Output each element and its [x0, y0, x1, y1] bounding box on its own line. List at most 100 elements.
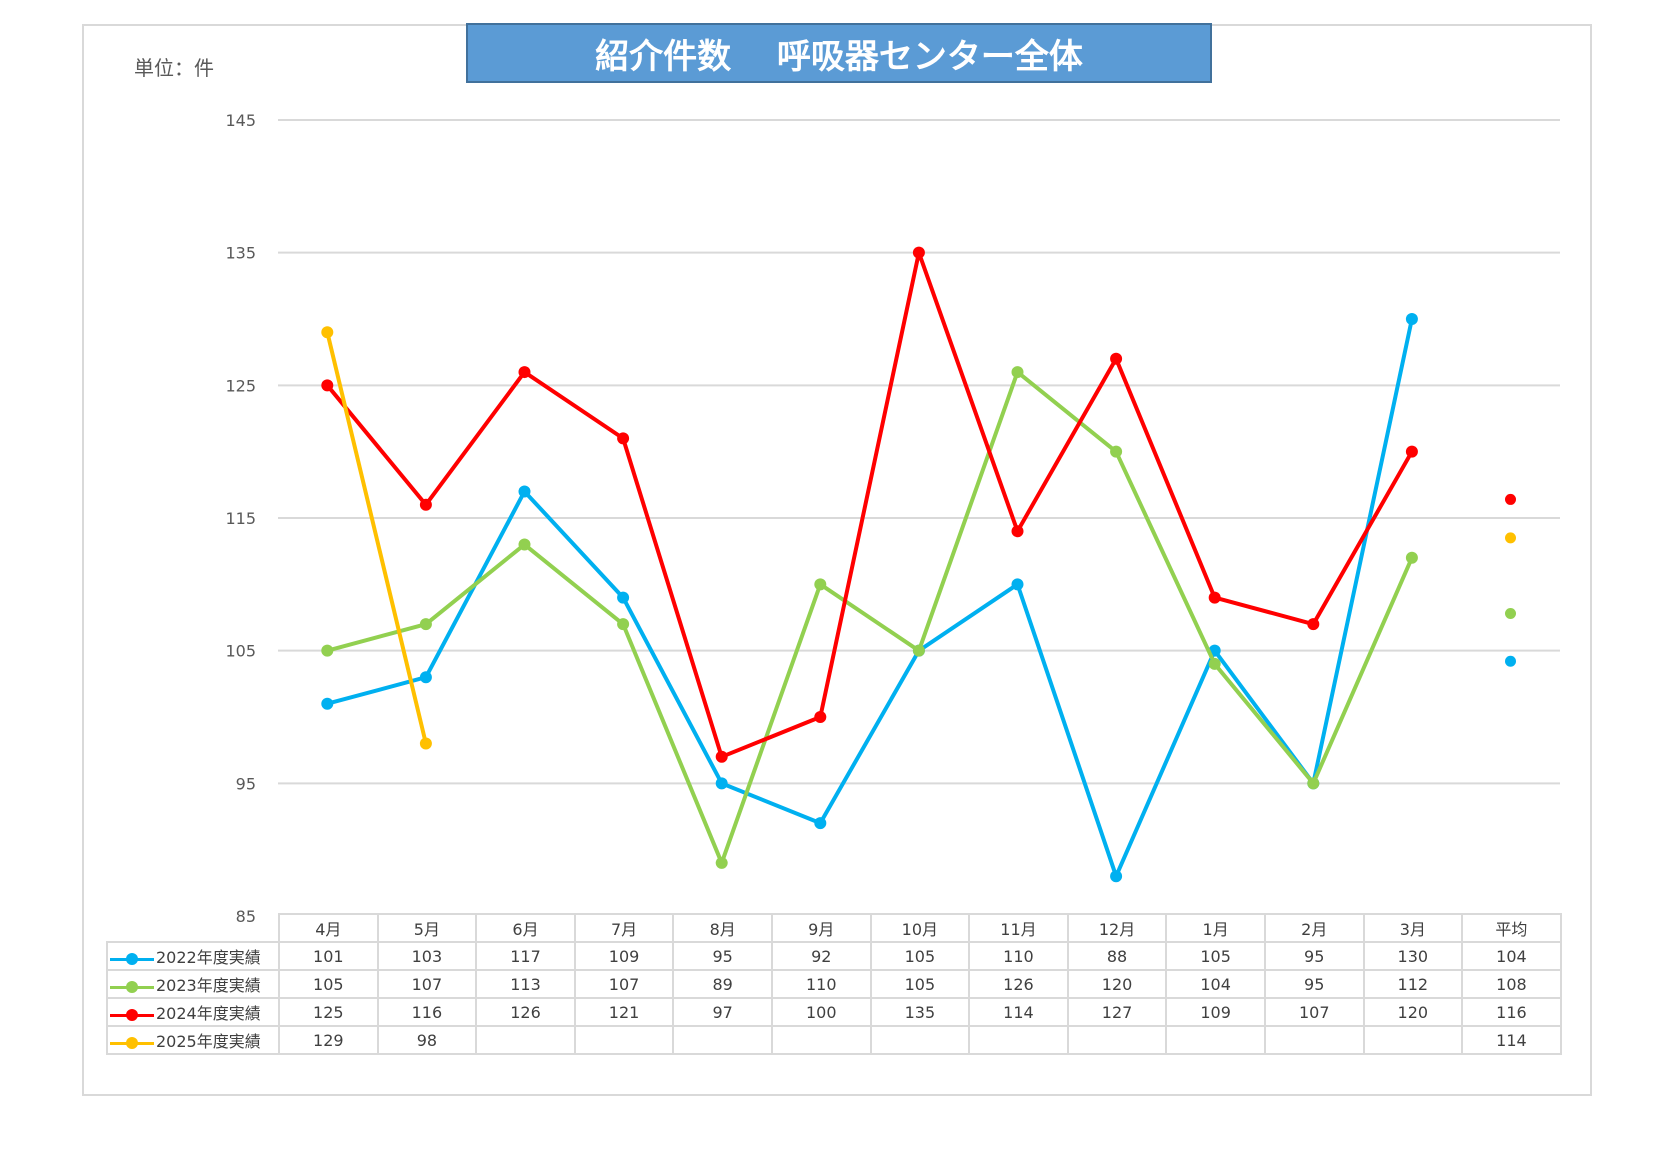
table-cell: 107: [376, 969, 478, 999]
legend-entry: 2025年度実績: [106, 1025, 280, 1055]
table-cell: 104: [1165, 969, 1266, 999]
data-point: [1307, 618, 1320, 631]
data-point: [1110, 870, 1123, 883]
table-cell: [1165, 1025, 1266, 1055]
legend-entry: 2024年度実績: [106, 997, 280, 1027]
table-cell: [573, 1025, 675, 1055]
data-point: [321, 326, 334, 339]
table-cell: [1066, 1025, 1168, 1055]
table-cell: 101: [278, 941, 379, 971]
table-cell: 120: [1066, 969, 1168, 999]
table-cell: 116: [1461, 997, 1562, 1027]
table-cell: 121: [573, 997, 675, 1027]
y-tick-label: 105: [225, 642, 256, 661]
category-label: 11月: [968, 913, 1069, 943]
data-point: [321, 379, 334, 392]
series-line-2: [325, 250, 1414, 759]
data-point: [814, 817, 827, 830]
data-point: [1208, 591, 1221, 604]
table-cell: 107: [1263, 997, 1365, 1027]
table-cell: [1263, 1025, 1365, 1055]
table-row: 2025年度実績 129 98 114: [106, 1025, 1562, 1055]
data-point: [1405, 313, 1418, 325]
data-point: [1307, 777, 1320, 790]
chart-title-box: 紹介件数 呼吸器センター全体: [466, 23, 1212, 83]
data-point: [518, 485, 531, 498]
table-cell: 95: [1263, 969, 1365, 999]
table-corner: [107, 914, 280, 943]
table-row: 2024年度実績 125 116 126 121 97 100 135 114 127 109 107…: [106, 997, 1562, 1027]
table-cell: 116: [376, 997, 478, 1027]
table-cell: 105: [869, 969, 971, 999]
data-point: [715, 777, 728, 790]
table-cell: 109: [1165, 997, 1266, 1027]
table-cell: 95: [672, 941, 773, 971]
category-label: 3月: [1362, 913, 1464, 943]
data-point: [419, 737, 432, 750]
data-point: [321, 697, 334, 710]
average-markers: [1505, 493, 1516, 667]
data-point: [1011, 525, 1024, 538]
table-cell: 110: [968, 941, 1069, 971]
table-cell: [770, 1025, 872, 1055]
data-point: [1110, 445, 1123, 458]
data-point: [912, 644, 925, 657]
table-cell: 130: [1362, 941, 1464, 971]
table-cell: 112: [1362, 969, 1464, 999]
table-cell: 135: [869, 997, 971, 1027]
category-label: 6月: [475, 913, 576, 943]
data-point: [617, 618, 630, 631]
table-cell: 105: [869, 941, 971, 971]
table-cell: 126: [475, 997, 576, 1027]
series-lines: [321, 246, 1418, 883]
data-point: [1110, 352, 1123, 365]
category-label: 5月: [376, 913, 478, 943]
data-point: [1011, 366, 1024, 379]
category-label: 10月: [869, 913, 971, 943]
table-row: 2022年度実績 101 103 117 109 95 92 105 110 88 105 95 130…: [106, 941, 1562, 971]
table-cell: 95: [1263, 941, 1365, 971]
legend-key-icon: [110, 980, 154, 993]
table-cell: 117: [475, 941, 576, 971]
table-cell: 127: [1066, 997, 1168, 1027]
category-label: 1月: [1165, 913, 1266, 943]
legend-key-icon: [110, 952, 154, 965]
data-point: [814, 711, 827, 723]
data-point: [518, 366, 531, 379]
legend-key-icon: [110, 1008, 154, 1021]
series-line-3: [325, 331, 428, 744]
category-label: 7月: [573, 913, 675, 943]
legend-key-icon: [110, 1036, 154, 1049]
data-point: [1208, 657, 1221, 670]
table-cell: 120: [1362, 997, 1464, 1027]
table-header-row: 4月 5月 6月 7月 8月 9月 10月 11月 12月 1月 2月 3月 平均: [107, 913, 1562, 943]
data-point: [715, 856, 728, 869]
table-cell: 107: [573, 969, 675, 999]
data-point: [419, 618, 432, 631]
table-cell: 97: [672, 997, 773, 1027]
table-row: 2023年度実績 105 107 113 107 89 110 105 126 120 104 95 1…: [106, 969, 1562, 999]
legend-label: 2025年度実績: [156, 1032, 261, 1051]
data-point: [1011, 578, 1024, 591]
table-cell: 113: [475, 969, 576, 999]
average-point-0: [1505, 655, 1516, 667]
average-point-1: [1505, 608, 1516, 620]
data-point: [1405, 445, 1418, 458]
series-line-0: [326, 318, 1414, 879]
category-label: 8月: [672, 913, 773, 943]
data-point: [715, 750, 728, 763]
data-point: [617, 432, 630, 445]
y-tick-label: 145: [225, 111, 256, 130]
data-point: [617, 591, 630, 604]
legend-label: 2022年度実績: [156, 948, 261, 967]
table-cell: 129: [278, 1025, 379, 1055]
table-cell: 110: [770, 969, 872, 999]
legend-label: 2023年度実績: [156, 976, 261, 995]
average-point-3: [1505, 532, 1516, 544]
table-cell: [869, 1025, 971, 1055]
category-label: 2月: [1263, 913, 1365, 943]
table-cell: 114: [1461, 1025, 1562, 1055]
category-label: 9月: [770, 913, 872, 943]
